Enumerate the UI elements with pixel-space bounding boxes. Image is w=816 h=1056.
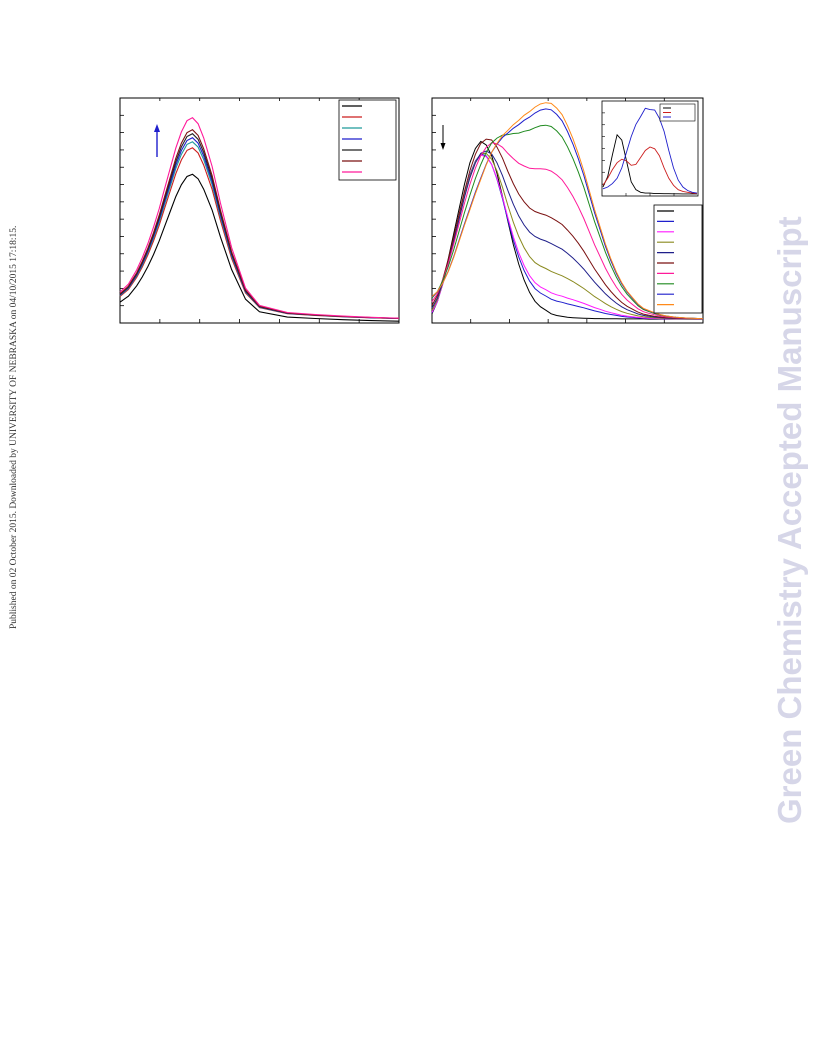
publication-note: Published on 02 October 2015. Downloaded… <box>9 225 19 629</box>
right-legend-box <box>653 204 703 314</box>
left-legend-box <box>338 99 397 181</box>
left-series-line <box>119 117 400 319</box>
watermark-text: Green Chemistry Accepted Manuscript <box>771 216 808 824</box>
right-arrow-head <box>440 143 446 150</box>
left-arrow-head <box>154 124 160 132</box>
spectra-chart-right <box>431 97 704 324</box>
spectra-chart-left <box>119 97 400 324</box>
right-series-line <box>431 102 704 320</box>
right-frame <box>431 97 704 324</box>
left-frame <box>119 97 400 324</box>
right-series-line <box>431 142 704 320</box>
left-series-line <box>119 173 400 322</box>
right-inset-chart <box>601 100 699 197</box>
inset-series-line <box>602 133 697 195</box>
inset-series-line <box>602 107 698 194</box>
right-series-line <box>431 138 704 320</box>
right-series-line <box>431 150 704 320</box>
inset-series-line <box>602 146 698 195</box>
